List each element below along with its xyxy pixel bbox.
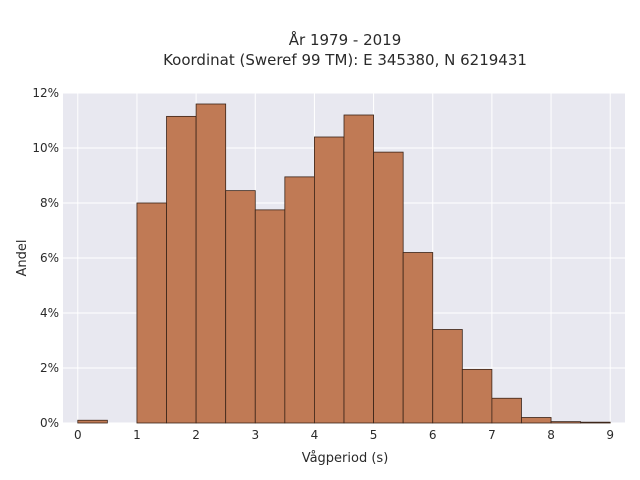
chart-title-line-2: Koordinat (Sweref 99 TM): E 345380, N 62… [163,51,527,69]
x-tick-label: 6 [429,428,437,442]
histogram-bar [254,209,286,424]
histogram-bar [195,103,227,424]
histogram-bar [432,329,463,424]
chart-title-line-1: År 1979 - 2019 [289,30,402,49]
y-tick-label: 10% [32,141,59,155]
histogram-bar [136,202,167,424]
x-tick-label: 9 [606,428,614,442]
y-tick-label: 8% [40,196,59,210]
histogram-bar [225,190,256,424]
histogram-bars [77,103,611,424]
histogram-bar [166,115,197,424]
y-tick-label: 4% [40,306,59,320]
y-axis-ticks: 0% 2% 4% 6% 8% 10% 12% [32,86,59,430]
histogram-bar [343,114,374,424]
y-tick-label: 0% [40,416,59,430]
x-tick-label: 7 [488,428,496,442]
histogram-bar [373,151,404,424]
histogram-bar [77,419,108,424]
x-tick-label: 2 [192,428,200,442]
x-tick-label: 8 [547,428,555,442]
histogram-bar [314,136,345,424]
x-tick-label: 0 [74,428,82,442]
histogram-bar [580,421,611,424]
histogram-bar [521,417,552,424]
histogram-bar [461,368,493,424]
x-tick-label: 3 [251,428,259,442]
x-tick-label: 4 [311,428,319,442]
x-tick-label: 1 [133,428,141,442]
histogram-bar [402,252,434,424]
y-axis-label: Andel [15,240,30,277]
histogram-bar [550,421,582,424]
y-tick-label: 12% [32,86,59,100]
y-tick-label: 6% [40,251,59,265]
histogram-bar [284,176,315,424]
x-tick-label: 5 [370,428,378,442]
histogram-bar [491,397,522,424]
x-axis-label: Vågperiod (s) [302,451,389,466]
y-tick-label: 2% [40,361,59,375]
x-axis-ticks: 0 1 2 3 4 5 6 7 8 9 [74,428,614,442]
